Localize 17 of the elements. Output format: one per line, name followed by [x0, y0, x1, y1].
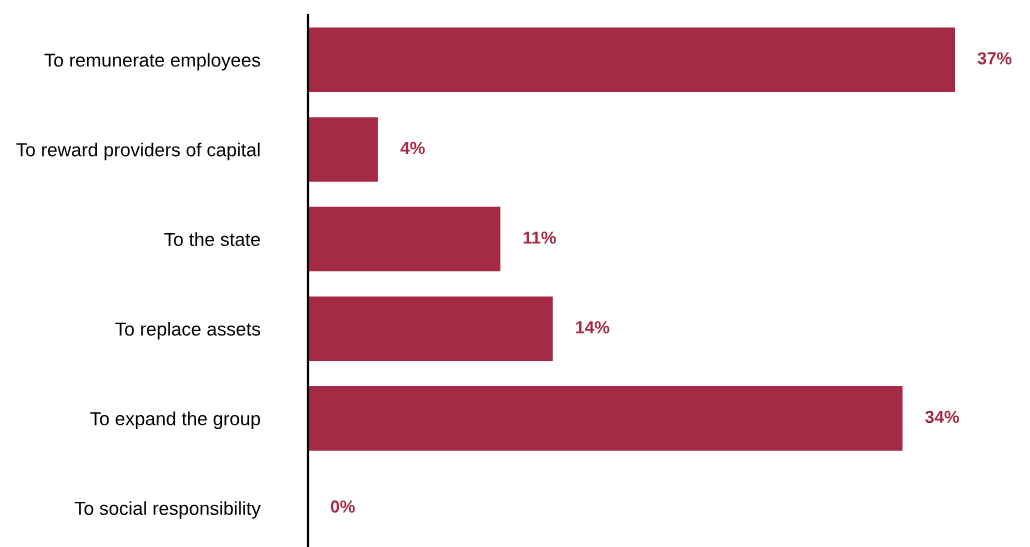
y-tick-label: To remunerate employees [44, 53, 261, 71]
y-tick-label: To expand the group [90, 411, 261, 430]
data-label: 34% [925, 410, 960, 424]
y-tick-label: To reward providers of capital [16, 142, 260, 161]
y-tick-label: To replace assets [115, 321, 261, 340]
data-label: 14% [576, 321, 610, 334]
y-tick-label: To social responsibility [74, 501, 261, 519]
bar [308, 117, 378, 182]
data-label: 4% [400, 141, 425, 155]
y-tick-label: To the state [164, 232, 260, 247]
bar [308, 27, 955, 93]
bar [308, 296, 553, 361]
data-label: 0% [330, 500, 355, 513]
bar [308, 386, 903, 451]
data-label: 37% [977, 52, 1012, 65]
data-label: 11% [523, 231, 556, 244]
bar [308, 206, 501, 272]
